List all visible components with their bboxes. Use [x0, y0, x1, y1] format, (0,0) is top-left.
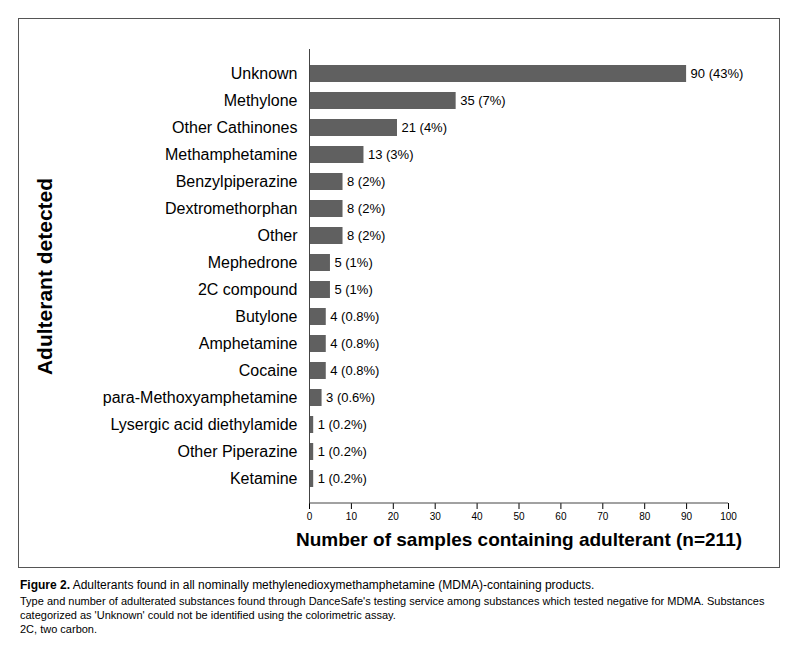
- html-text:2C, two carbon.: 2C, two carbon.: [20, 623, 97, 635]
- svg-text:1 (0.2%): 1 (0.2%): [318, 471, 367, 486]
- svg-text:8 (2%): 8 (2%): [347, 228, 385, 243]
- svg-text:Methamphetamine: Methamphetamine: [165, 146, 298, 163]
- svg-text:8 (2%): 8 (2%): [347, 201, 385, 216]
- svg-text:80: 80: [639, 511, 651, 522]
- svg-text:5 (1%): 5 (1%): [334, 282, 372, 297]
- svg-text:Other Piperazine: Other Piperazine: [177, 443, 297, 460]
- svg-text:30: 30: [430, 511, 442, 522]
- svg-text:1 (0.2%): 1 (0.2%): [318, 444, 367, 459]
- html-text:Type and number of adulterated: Type and number of adulterated substance…: [20, 595, 765, 621]
- svg-text:3 (0.6%): 3 (0.6%): [326, 390, 375, 405]
- svg-text:Butylone: Butylone: [235, 308, 297, 325]
- svg-text:para-Methoxyamphetamine: para-Methoxyamphetamine: [103, 389, 298, 406]
- svg-text:Other: Other: [257, 227, 298, 244]
- svg-text:Cocaine: Cocaine: [239, 362, 298, 379]
- svg-text:Number of samples containing a: Number of samples containing adulterant …: [296, 529, 742, 550]
- svg-text:5 (1%): 5 (1%): [334, 255, 372, 270]
- svg-text:8 (2%): 8 (2%): [347, 174, 385, 189]
- svg-text:90 (43%): 90 (43%): [691, 66, 744, 81]
- svg-text:Amphetamine: Amphetamine: [199, 335, 298, 352]
- svg-text:4 (0.8%): 4 (0.8%): [330, 336, 379, 351]
- svg-text:Benzylpiperazine: Benzylpiperazine: [176, 173, 298, 190]
- svg-text:Other Cathinones: Other Cathinones: [172, 119, 297, 136]
- svg-text:20: 20: [388, 511, 400, 522]
- svg-text:60: 60: [555, 511, 567, 522]
- svg-text:1 (0.2%): 1 (0.2%): [318, 417, 367, 432]
- svg-text:10: 10: [346, 511, 358, 522]
- html-text:Figure 2. Adulterants found in: Figure 2. Adulterants found in all nomin…: [20, 578, 595, 592]
- svg-text:50: 50: [513, 511, 525, 522]
- svg-text:Lysergic acid diethylamide: Lysergic acid diethylamide: [110, 416, 297, 433]
- svg-text:Ketamine: Ketamine: [230, 470, 298, 487]
- svg-text:Dextromethorphan: Dextromethorphan: [165, 200, 298, 217]
- svg-text:90: 90: [681, 511, 693, 522]
- svg-text:Mephedrone: Mephedrone: [208, 254, 298, 271]
- svg-text:13 (3%): 13 (3%): [368, 147, 414, 162]
- svg-text:70: 70: [597, 511, 609, 522]
- svg-text:4 (0.8%): 4 (0.8%): [330, 363, 379, 378]
- svg-text:40: 40: [472, 511, 484, 522]
- svg-text:21 (4%): 21 (4%): [401, 120, 447, 135]
- svg-text:2C compound: 2C compound: [198, 281, 298, 298]
- svg-text:4 (0.8%): 4 (0.8%): [330, 309, 379, 324]
- svg-text:Unknown: Unknown: [231, 65, 298, 82]
- svg-text:35 (7%): 35 (7%): [460, 93, 506, 108]
- svg-text:Methylone: Methylone: [224, 92, 298, 109]
- svg-text:0: 0: [307, 511, 313, 522]
- svg-text:100: 100: [720, 511, 737, 522]
- svg-text:Adulterant detected: Adulterant detected: [33, 178, 56, 375]
